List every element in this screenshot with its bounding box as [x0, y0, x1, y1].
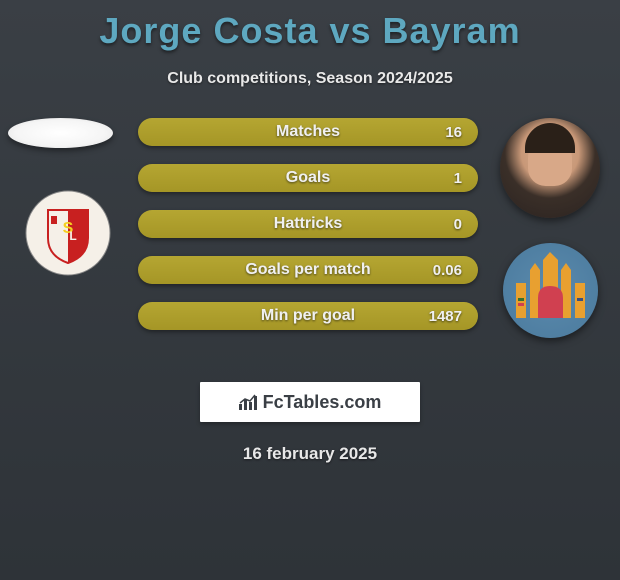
chart-icon [239, 394, 259, 410]
stat-value: 1 [454, 170, 462, 187]
page-title: Jorge Costa vs Bayram [0, 10, 620, 52]
watermark-text: FcTables.com [239, 392, 382, 413]
left-team-badge: S L [23, 188, 113, 278]
right-player-column [500, 118, 600, 338]
watermark-label: FcTables.com [263, 392, 382, 413]
stat-value: 0 [454, 216, 462, 233]
stat-label: Goals [286, 169, 330, 187]
stat-row-hattricks: Hattricks 0 [138, 210, 478, 238]
stat-value: 0.06 [433, 262, 462, 279]
subtitle: Club competitions, Season 2024/2025 [0, 70, 620, 88]
left-player-placeholder [8, 118, 113, 148]
stat-row-matches: Matches 16 [138, 118, 478, 146]
shield-icon: S L [23, 188, 113, 278]
stat-label: Hattricks [274, 215, 342, 233]
left-player-column: S L [8, 118, 113, 278]
stat-label: Matches [276, 123, 340, 141]
stat-row-goals: Goals 1 [138, 164, 478, 192]
svg-text:L: L [69, 229, 76, 243]
stat-value: 1487 [429, 308, 462, 325]
stat-row-mpg: Min per goal 1487 [138, 302, 478, 330]
watermark-box: FcTables.com [200, 382, 420, 422]
header: Jorge Costa vs Bayram Club competitions,… [0, 0, 620, 88]
content-area: S L Matches [0, 118, 620, 358]
stat-rows: Matches 16 Goals 1 Hattricks 0 Goals per… [138, 118, 478, 348]
stat-label: Min per goal [261, 307, 355, 325]
right-player-photo [500, 118, 600, 218]
stat-value: 16 [445, 124, 462, 141]
date-text: 16 february 2025 [0, 444, 620, 464]
right-team-badge [503, 243, 598, 338]
stat-label: Goals per match [245, 261, 370, 279]
crest-icon [508, 248, 593, 333]
stat-row-gpm: Goals per match 0.06 [138, 256, 478, 284]
